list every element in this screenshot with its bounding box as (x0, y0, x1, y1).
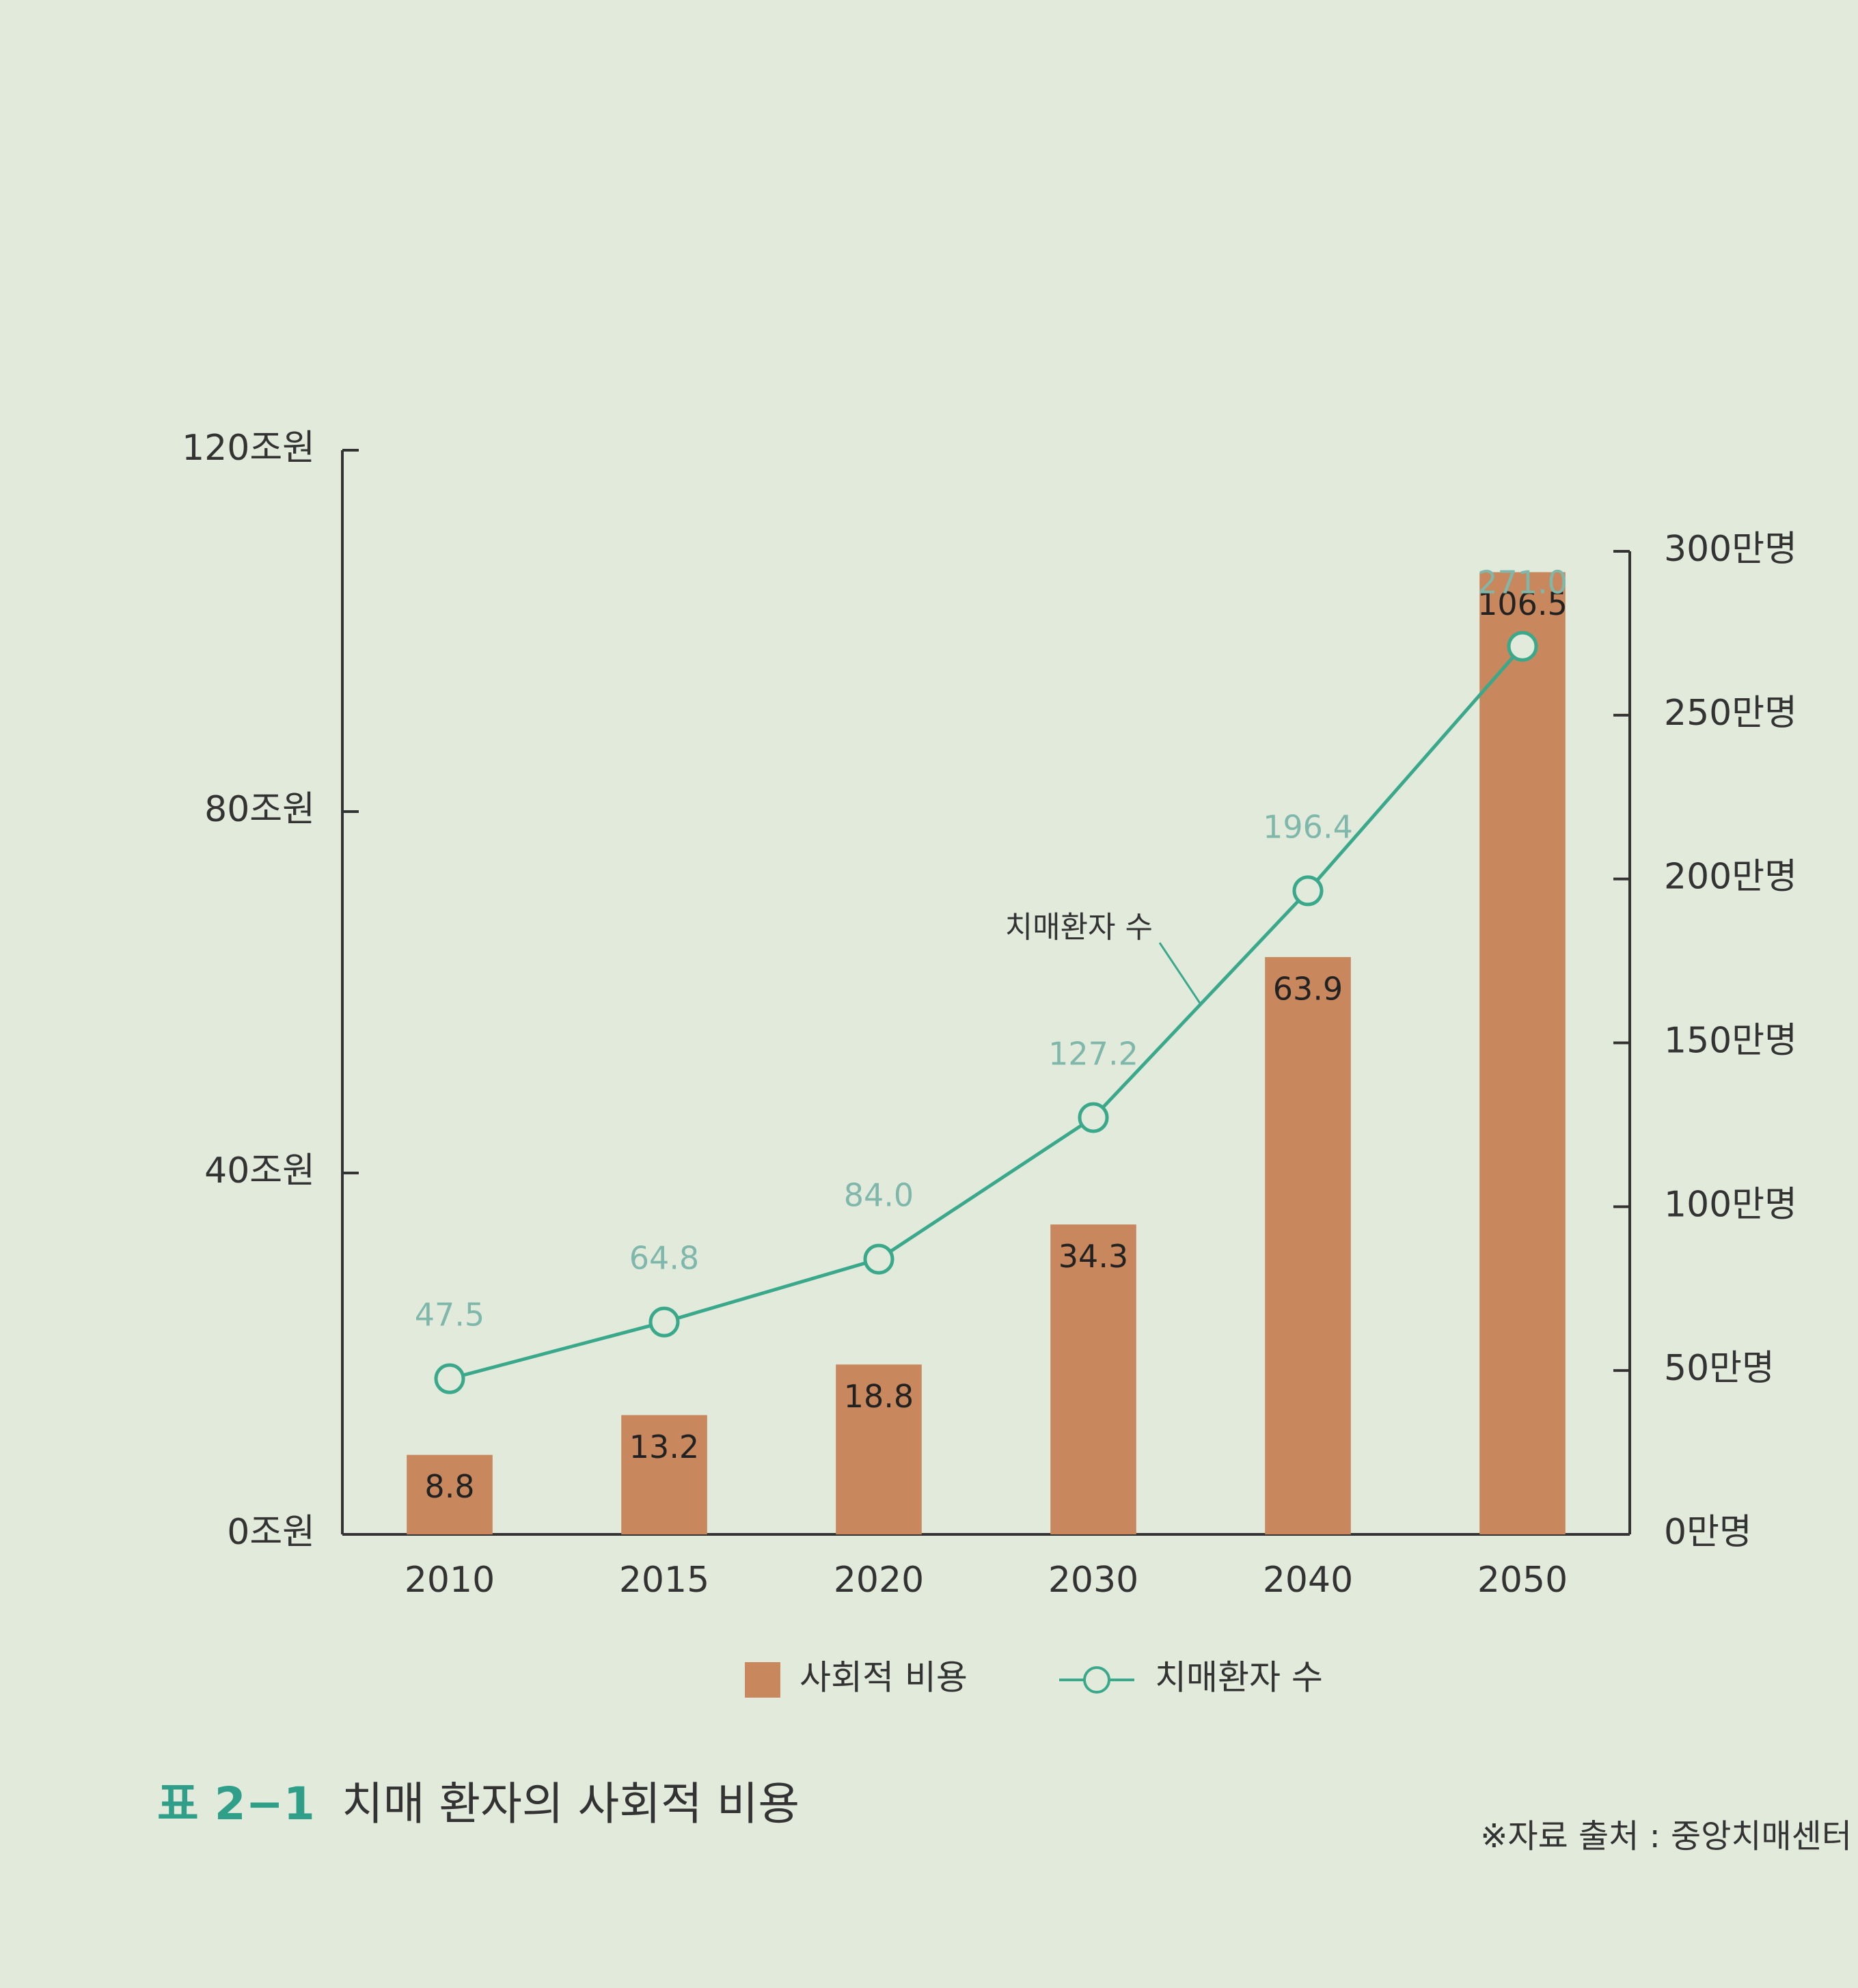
line (449, 645, 1524, 1381)
line-value-label: 196.4 (1263, 808, 1353, 845)
y2-tick-label: 300만명 (1664, 529, 1797, 570)
line-marker (648, 1306, 680, 1338)
figure-label: 표 2−1 (157, 1778, 315, 1830)
y-tick-label: 40조원 (204, 1150, 315, 1191)
bar-value-label: 106.5 (1477, 585, 1568, 622)
y2-tick-label: 200만명 (1664, 857, 1797, 898)
line-value-label: 84.0 (844, 1177, 914, 1214)
bar (1265, 956, 1351, 1534)
bar-value-label: 13.2 (629, 1428, 699, 1465)
y-tick-label: 120조원 (182, 428, 315, 469)
legend-marker (1083, 1666, 1110, 1694)
legend-label: 치매환자 수 (1155, 1658, 1323, 1698)
line-marker (863, 1243, 894, 1275)
y2-tick-label: 100만명 (1664, 1184, 1797, 1225)
bar-value-label: 8.8 (424, 1468, 474, 1505)
line-value-label: 127.2 (1048, 1035, 1138, 1072)
source: ※자료 출처 : 중앙치매센터 (1480, 1817, 1852, 1855)
chart-title: 치매 환자의 사회적 비용 (342, 1778, 800, 1830)
x-tick-label: 2050 (1477, 1560, 1568, 1601)
line-marker (434, 1363, 465, 1394)
x-tick-label: 2040 (1263, 1560, 1353, 1601)
bar (407, 1454, 493, 1534)
y2-tick-label: 0만명 (1664, 1512, 1752, 1553)
y2-tick-label: 150만명 (1664, 1021, 1797, 1062)
legend-swatch (745, 1662, 780, 1698)
annotation-leader (1158, 942, 1202, 1005)
bar (1050, 1224, 1136, 1534)
y2-tick-label: 50만명 (1664, 1348, 1775, 1389)
x-tick-label: 2030 (1048, 1560, 1138, 1601)
bar (1479, 572, 1566, 1534)
bar (836, 1364, 922, 1534)
line-value-label: 271.0 (1477, 564, 1568, 601)
bar-value-label: 63.9 (1273, 970, 1343, 1007)
x-tick-label: 2010 (405, 1560, 495, 1601)
line-value-label: 47.5 (415, 1297, 484, 1334)
line-marker (1078, 1102, 1109, 1133)
y-tick-label: 0조원 (227, 1512, 315, 1553)
line-value-label: 64.8 (629, 1240, 699, 1277)
annotation: 치매환자 수 (1005, 910, 1153, 945)
x-tick-label: 2020 (834, 1560, 924, 1601)
y2-tick-label: 250만명 (1664, 693, 1797, 734)
line-marker (1507, 631, 1538, 662)
bar-value-label: 34.3 (1058, 1238, 1128, 1275)
x-tick-label: 2015 (619, 1560, 709, 1601)
bar-value-label: 18.8 (844, 1378, 914, 1415)
bar (621, 1415, 707, 1534)
y-tick-label: 80조원 (204, 789, 315, 830)
legend-label: 사회적 비용 (800, 1658, 968, 1698)
line-marker (1292, 875, 1324, 907)
